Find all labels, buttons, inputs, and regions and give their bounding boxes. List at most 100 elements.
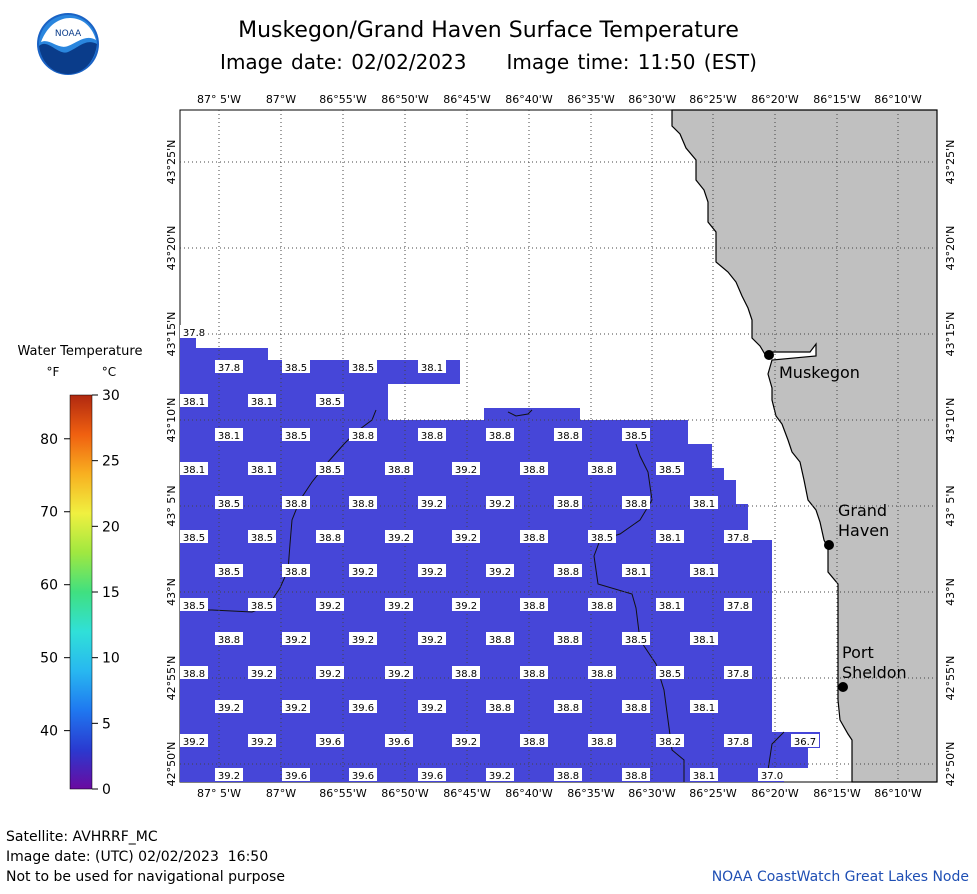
svg-text:38.8: 38.8 bbox=[352, 431, 374, 442]
svg-text:38.1: 38.1 bbox=[183, 465, 205, 476]
temperature-label: 38.5 bbox=[282, 360, 310, 374]
svg-text:36.7: 36.7 bbox=[794, 737, 816, 748]
muskegon-marker bbox=[764, 350, 774, 360]
svg-text:38.8: 38.8 bbox=[557, 703, 579, 714]
temperature-label: 38.8 bbox=[622, 768, 650, 782]
legend-label-f: 70 bbox=[40, 505, 58, 521]
latitude-label-right: 42°55'N bbox=[944, 656, 957, 701]
temperature-label: 39.2 bbox=[349, 632, 377, 646]
svg-text:39.2: 39.2 bbox=[183, 737, 205, 748]
temperature-label: 38.5 bbox=[180, 598, 208, 612]
temperature-label: 37.8 bbox=[180, 325, 208, 339]
svg-text:38.5: 38.5 bbox=[352, 363, 374, 374]
latitude-label-right: 43°10'N bbox=[944, 398, 957, 443]
svg-text:38.8: 38.8 bbox=[557, 635, 579, 646]
latitude-label-left: 43°15'N bbox=[165, 312, 178, 357]
svg-text:39.2: 39.2 bbox=[421, 635, 443, 646]
temperature-label: 38.8 bbox=[385, 462, 413, 476]
svg-text:38.5: 38.5 bbox=[591, 533, 613, 544]
svg-text:39.2: 39.2 bbox=[455, 601, 477, 612]
svg-text:38.1: 38.1 bbox=[218, 431, 240, 442]
svg-text:38.8: 38.8 bbox=[557, 499, 579, 510]
svg-text:37.8: 37.8 bbox=[727, 533, 749, 544]
legend-label-f: 40 bbox=[40, 724, 58, 740]
svg-text:39.6: 39.6 bbox=[319, 737, 341, 748]
svg-text:38.5: 38.5 bbox=[183, 533, 205, 544]
svg-text:37.8: 37.8 bbox=[727, 601, 749, 612]
svg-text:39.6: 39.6 bbox=[421, 771, 443, 782]
svg-text:37.8: 37.8 bbox=[727, 669, 749, 680]
svg-text:38.1: 38.1 bbox=[421, 363, 443, 374]
svg-text:39.2: 39.2 bbox=[388, 533, 410, 544]
temperature-label: 38.1 bbox=[622, 564, 650, 578]
svg-text:38.8: 38.8 bbox=[523, 669, 545, 680]
temperature-label: 39.2 bbox=[486, 768, 514, 782]
svg-text:38.5: 38.5 bbox=[319, 465, 341, 476]
disclaimer-label: Not to be used for navigational purpose bbox=[6, 869, 285, 885]
svg-text:38.8: 38.8 bbox=[523, 737, 545, 748]
svg-text:38.8: 38.8 bbox=[319, 533, 341, 544]
temperature-label: 39.2 bbox=[418, 564, 446, 578]
svg-text:38.5: 38.5 bbox=[625, 431, 647, 442]
longitude-label-top: 86°25'W bbox=[689, 93, 737, 106]
svg-text:39.2: 39.2 bbox=[388, 669, 410, 680]
temperature-label: 38.1 bbox=[690, 632, 718, 646]
temperature-label: 39.2 bbox=[385, 530, 413, 544]
svg-text:38.5: 38.5 bbox=[319, 397, 341, 408]
longitude-label-bottom: 86°20'W bbox=[751, 787, 799, 800]
page-title: Muskegon/Grand Haven Surface Temperature bbox=[238, 18, 739, 43]
temperature-label: 38.8 bbox=[486, 632, 514, 646]
noaa-logo-icon: NOAA bbox=[37, 13, 99, 75]
latitude-label-left: 43°10'N bbox=[165, 398, 178, 443]
svg-text:38.8: 38.8 bbox=[557, 771, 579, 782]
svg-text:39.2: 39.2 bbox=[251, 669, 273, 680]
svg-text:37.8: 37.8 bbox=[183, 328, 205, 339]
svg-text:39.6: 39.6 bbox=[352, 771, 374, 782]
temperature-label: 38.5 bbox=[282, 428, 310, 442]
temperature-label: 38.8 bbox=[316, 530, 344, 544]
temperature-label: 37.8 bbox=[724, 734, 752, 748]
longitude-label-top: 86°10'W bbox=[874, 93, 922, 106]
svg-text:38.8: 38.8 bbox=[489, 703, 511, 714]
svg-text:39.2: 39.2 bbox=[319, 669, 341, 680]
longitude-label-top: 86°30'W bbox=[628, 93, 676, 106]
svg-text:39.2: 39.2 bbox=[319, 601, 341, 612]
temperature-label: 37.8 bbox=[724, 666, 752, 680]
svg-text:38.1: 38.1 bbox=[251, 397, 273, 408]
latitude-label-left: 43°N bbox=[165, 578, 178, 606]
svg-text:38.1: 38.1 bbox=[693, 635, 715, 646]
svg-text:39.2: 39.2 bbox=[455, 737, 477, 748]
temperature-label: 39.2 bbox=[418, 700, 446, 714]
longitude-label-bottom: 86°55'W bbox=[319, 787, 367, 800]
longitude-label-top: 86°50'W bbox=[381, 93, 429, 106]
longitude-label-bottom: 87° 5'W bbox=[197, 787, 241, 800]
temperature-label: 38.1 bbox=[656, 598, 684, 612]
temperature-label: 38.2 bbox=[656, 734, 684, 748]
temperature-label: 38.1 bbox=[690, 700, 718, 714]
svg-text:39.2: 39.2 bbox=[388, 601, 410, 612]
svg-text:38.8: 38.8 bbox=[591, 737, 613, 748]
temperature-label: 38.5 bbox=[316, 394, 344, 408]
temperature-label: 38.8 bbox=[520, 598, 548, 612]
svg-text:38.5: 38.5 bbox=[659, 465, 681, 476]
legend-color-bar bbox=[69, 394, 93, 790]
longitude-label-bottom: 86°45'W bbox=[443, 787, 491, 800]
svg-text:38.8: 38.8 bbox=[218, 635, 240, 646]
svg-text:39.2: 39.2 bbox=[421, 703, 443, 714]
temperature-label: 38.5 bbox=[622, 428, 650, 442]
temperature-label: 38.8 bbox=[554, 496, 582, 510]
svg-text:38.5: 38.5 bbox=[251, 533, 273, 544]
svg-text:38.8: 38.8 bbox=[591, 669, 613, 680]
svg-text:39.2: 39.2 bbox=[421, 567, 443, 578]
svg-text:38.1: 38.1 bbox=[659, 601, 681, 612]
temperature-label: 39.2 bbox=[248, 666, 276, 680]
temperature-label: 39.6 bbox=[418, 768, 446, 782]
logo-text: NOAA bbox=[55, 29, 82, 39]
svg-text:38.8: 38.8 bbox=[489, 431, 511, 442]
longitude-label-top: 87° 5'W bbox=[197, 93, 241, 106]
svg-text:38.8: 38.8 bbox=[183, 669, 205, 680]
svg-text:38.1: 38.1 bbox=[625, 567, 647, 578]
svg-text:39.2: 39.2 bbox=[352, 635, 374, 646]
temperature-label: 38.8 bbox=[554, 428, 582, 442]
longitude-label-bottom: 86°25'W bbox=[689, 787, 737, 800]
